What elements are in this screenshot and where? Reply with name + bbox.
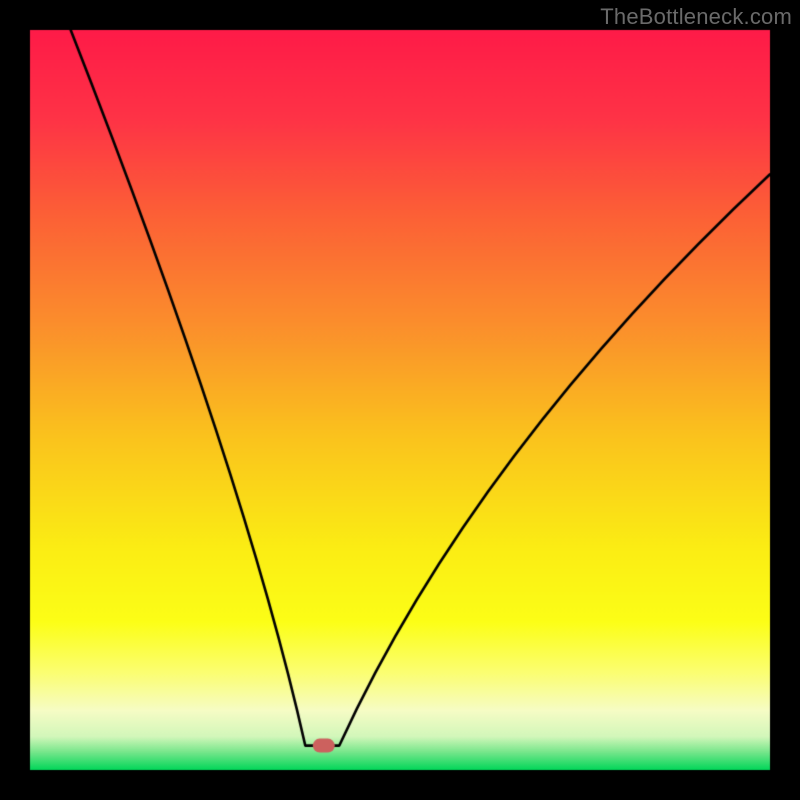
chart-container: TheBottleneck.com xyxy=(0,0,800,800)
bottleneck-chart-canvas xyxy=(0,0,800,800)
